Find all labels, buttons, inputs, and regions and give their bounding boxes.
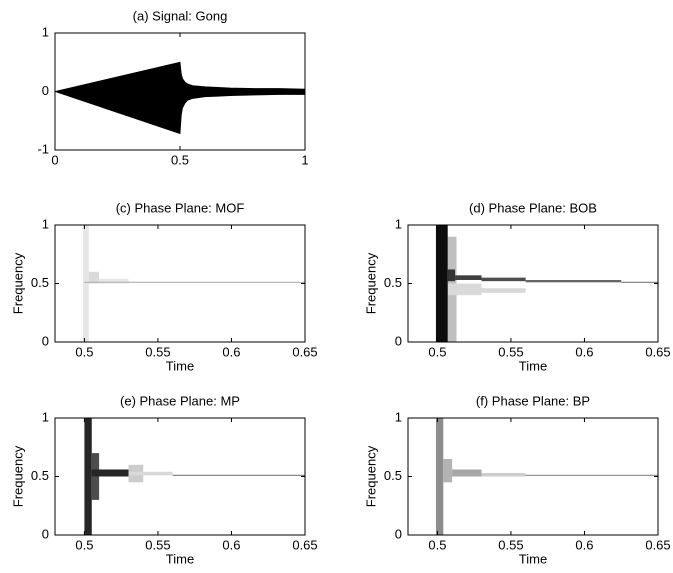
y-tick-label: 1 [42,24,49,39]
tile [435,418,444,535]
signal-envelope [55,61,305,92]
y-tick-label: 0 [42,83,49,98]
tile [91,469,129,477]
tile [621,281,658,283]
x-tick-label: 0.6 [575,537,593,552]
y-tick-label: 1 [42,216,49,231]
signal-envelope [55,91,305,135]
y-tick-label: 0.5 [384,468,402,483]
tile [88,271,100,284]
tile [82,225,89,342]
panel: (d) Phase Plane: BOB 0.5 0.55 0.6 0.65 0 0.5 1 T… [363,200,670,373]
x-tick-label: 0.5 [428,344,446,359]
y-tick-label: -1 [37,141,49,156]
plot-area [435,418,658,535]
y-axis-label: Frequency [10,252,25,314]
x-tick-label: 0.55 [498,537,523,552]
tile [481,277,526,282]
tile [452,469,482,477]
tile [481,288,526,293]
plot-area [55,61,305,135]
x-tick-label: 0.5 [428,537,446,552]
y-tick-label: 1 [395,409,402,424]
x-tick-label: 0.6 [222,344,240,359]
tile [447,283,482,296]
tile [84,281,305,283]
tile [443,458,453,483]
y-tick-label: 0 [395,526,402,541]
y-tick-label: 1 [42,409,49,424]
plot-area [435,225,658,342]
x-tick-label: 0 [51,152,58,167]
x-axis-label: Time [166,358,194,373]
panel-title: (c) Phase Plane: MOF [116,200,245,215]
x-tick-label: 1 [301,152,308,167]
y-tick-label: 0.5 [31,275,49,290]
x-axis-label: Time [519,551,547,566]
tile [525,474,658,476]
tile [172,474,305,476]
x-tick-label: 0.5 [75,344,93,359]
x-tick-label: 0.65 [292,537,317,552]
x-tick-label: 0.6 [575,344,593,359]
x-tick-label: 0.55 [145,537,170,552]
y-axis-label: Frequency [363,252,378,314]
panel: (c) Phase Plane: MOF 0.5 0.55 0.6 0.65 0 0.5 1 T… [10,200,317,373]
tile [99,278,129,284]
tile [128,471,173,476]
tile [84,418,92,535]
panel: (e) Phase Plane: MP 0.5 0.55 0.6 0.65 0 0.5 1 Ti… [10,393,317,566]
y-axis-label: Frequency [10,445,25,507]
y-tick-label: 1 [395,216,402,231]
tile [455,275,482,280]
y-tick-label: 0.5 [384,275,402,290]
x-tick-label: 0.5 [171,152,189,167]
tile [481,472,526,477]
x-axis-label: Time [166,551,194,566]
y-tick-label: 0 [42,526,49,541]
x-tick-label: 0.65 [292,344,317,359]
panel-title: (f) Phase Plane: BP [476,393,590,408]
y-axis-label: Frequency [363,445,378,507]
panel: (f) Phase Plane: BP 0.5 0.55 0.6 0.65 0 0.5 1 Ti… [363,393,670,566]
plot-area [84,418,305,535]
y-tick-label: 0 [42,333,49,348]
x-tick-label: 0.55 [145,344,170,359]
y-tick-label: 0.5 [31,468,49,483]
plot-area [82,225,305,342]
x-tick-label: 0.65 [645,344,670,359]
tile [435,225,448,342]
x-tick-label: 0.55 [498,344,523,359]
panel-title: (e) Phase Plane: MP [120,393,240,408]
x-axis-label: Time [519,358,547,373]
x-tick-label: 0.65 [645,537,670,552]
panel-title: (a) Signal: Gong [133,8,228,23]
panel-title: (d) Phase Plane: BOB [469,200,597,215]
tile [525,279,622,283]
y-tick-label: 0 [395,333,402,348]
tile [447,269,456,282]
x-tick-label: 0.6 [222,537,240,552]
x-tick-label: 0.5 [75,537,93,552]
